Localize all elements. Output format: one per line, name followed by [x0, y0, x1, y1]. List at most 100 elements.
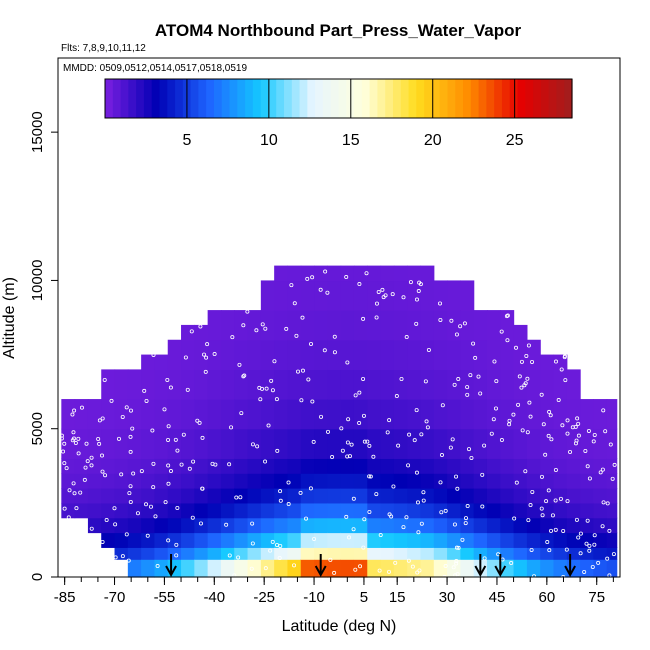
heatmap-cell — [460, 559, 475, 578]
heatmap-cell — [580, 488, 594, 504]
sample-point — [272, 359, 277, 364]
heatmap-cell — [566, 369, 581, 400]
heatmap-cell — [300, 532, 315, 548]
heatmap-cell — [327, 502, 342, 519]
heatmap-cell — [114, 428, 129, 459]
sample-point — [322, 348, 327, 353]
heatmap-cell — [260, 339, 275, 370]
heatmap-cell — [553, 399, 568, 430]
sample-point — [469, 455, 474, 460]
heatmap-cell — [274, 488, 289, 504]
heatmap-cell — [367, 488, 382, 504]
sample-point — [97, 418, 102, 423]
heatmap-cell — [101, 399, 116, 430]
heatmap-cell — [367, 399, 382, 430]
sample-point — [600, 524, 605, 529]
sample-point — [539, 506, 544, 511]
sample-point — [200, 435, 205, 440]
sample-point — [419, 521, 424, 526]
heatmap-cell — [353, 488, 368, 504]
sample-point — [390, 292, 395, 297]
heatmap-cell — [181, 369, 195, 400]
heatmap-cell — [220, 369, 235, 400]
heatmap-cell — [393, 369, 408, 400]
heatmap-cell — [181, 559, 195, 578]
sample-point — [592, 533, 597, 538]
heatmap-cell — [606, 399, 618, 430]
heatmap-cell — [407, 339, 422, 370]
colorbar-segment — [424, 79, 433, 118]
heatmap-cell — [393, 547, 408, 560]
colorbar-segment — [143, 79, 153, 118]
colorbar-segment — [206, 79, 215, 118]
heatmap-cell — [194, 502, 209, 519]
sample-point — [371, 454, 376, 459]
sample-point — [175, 448, 180, 453]
sample-point — [249, 566, 254, 571]
sample-point — [507, 418, 512, 423]
colorbar-segment — [198, 79, 207, 118]
heatmap-cell — [141, 502, 156, 519]
colorbar-segment — [322, 79, 332, 118]
heatmap-cell — [407, 369, 422, 400]
sample-point — [511, 412, 516, 417]
sample-point — [204, 355, 209, 360]
sample-point — [451, 565, 456, 570]
sample-point — [425, 425, 430, 430]
sample-point — [128, 499, 133, 504]
heatmap-cell — [287, 502, 302, 519]
heatmap-cell — [127, 559, 142, 578]
heatmap-cell — [407, 428, 422, 459]
heatmap-cell — [327, 458, 342, 474]
heatmap-cell — [540, 369, 555, 400]
heatmap-cell — [473, 502, 488, 519]
heatmap-cell — [500, 473, 515, 489]
sample-point — [482, 556, 487, 561]
heatmap-cell — [260, 369, 275, 400]
sample-point — [126, 558, 131, 563]
sample-point — [456, 545, 461, 550]
sample-point — [62, 461, 67, 466]
sample-point — [311, 439, 316, 444]
sample-point — [347, 535, 352, 540]
sample-point — [364, 271, 369, 276]
colorbar-segment — [167, 79, 176, 118]
heatmap-cell — [433, 547, 448, 560]
heatmap-cell — [553, 488, 568, 504]
heatmap-cell — [393, 310, 408, 341]
heatmap-cell — [141, 354, 156, 370]
heatmap-cell — [327, 547, 342, 560]
heatmap-cell — [566, 458, 581, 474]
heatmap-cell — [167, 428, 182, 459]
chart-title: ATOM4 Northbound Part_Press_Water_Vapor — [155, 21, 522, 40]
heatmap-cell — [393, 265, 408, 282]
heatmap-cell — [380, 559, 395, 578]
sample-point — [205, 342, 210, 347]
sample-point — [357, 421, 362, 426]
sample-point — [274, 397, 279, 402]
sample-point — [605, 556, 610, 561]
heatmap-cell — [540, 559, 555, 578]
sample-point — [452, 382, 457, 387]
heatmap-cell — [513, 502, 528, 519]
sample-point — [89, 526, 94, 531]
heatmap-cell — [513, 369, 528, 400]
sample-point — [529, 547, 534, 552]
heatmap-cell — [433, 399, 448, 430]
x-tick-label: 75 — [588, 589, 605, 606]
sample-point — [585, 518, 590, 523]
heatmap-cell — [513, 559, 528, 578]
x-tick-label: 60 — [538, 589, 555, 606]
heatmap-cell — [500, 488, 515, 504]
heatmap-cell — [393, 280, 408, 311]
sample-point — [100, 469, 105, 474]
heatmap-cell — [553, 369, 568, 400]
heatmap-cell — [207, 547, 222, 560]
heatmap-cell — [327, 428, 342, 459]
colorbar-segment — [431, 79, 441, 118]
heatmap-cell — [114, 517, 129, 534]
heatmap-cell — [127, 488, 142, 504]
sample-point — [423, 379, 428, 384]
heatmap-cell — [540, 517, 555, 534]
sample-point — [70, 412, 75, 417]
